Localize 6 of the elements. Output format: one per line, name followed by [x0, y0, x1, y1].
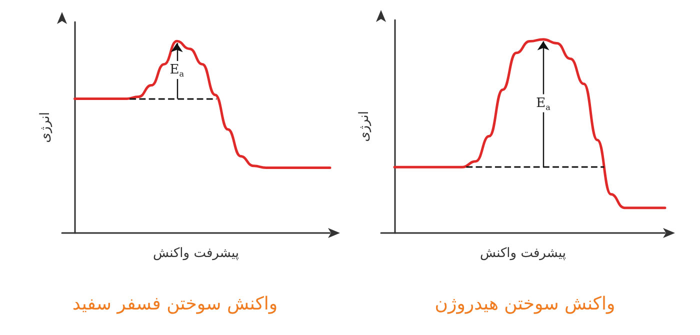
y-axis-title: انرژی — [357, 111, 372, 142]
text: واکنش سوختن هیدروژن — [434, 294, 616, 314]
y-axis-title: انرژی — [38, 112, 53, 143]
x-axis-title: پیشرفت واکنش — [153, 246, 240, 261]
text: واکنش سوختن فسفر سفید — [72, 294, 278, 314]
x-axis-title: پیشرفت واکنش — [480, 246, 566, 261]
